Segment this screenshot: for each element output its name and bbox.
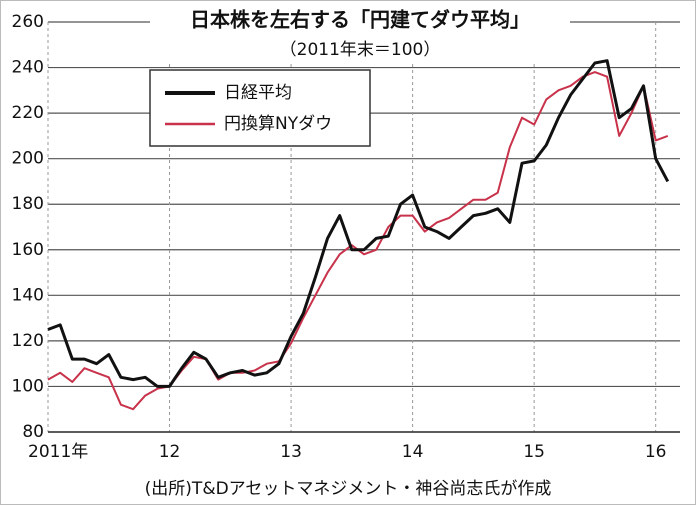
y-tick-label: 160 [12,240,44,260]
y-tick-label: 140 [12,285,44,305]
x-tick-label: 16 [645,442,667,462]
x-tick-label: 15 [523,442,545,462]
legend-label: 円換算NYダウ [224,114,332,134]
legend-box [149,69,371,147]
y-tick-label: 220 [12,103,44,123]
chart-title: 日本株を左右する「円建てダウ平均」 [190,8,530,32]
x-tick-label: 12 [159,442,181,462]
chart-subtitle: （2011年末＝100） [280,40,441,60]
legend-label: 日経平均 [224,83,292,103]
lines [47,59,670,411]
y-tick-label: 100 [12,376,44,396]
source-note: (出所)T&Dアセットマネジメント・神谷尚志氏が作成 [145,479,552,499]
series-line [47,59,670,388]
y-tick-label: 260 [12,12,44,32]
y-tick-label: 120 [12,331,44,351]
x-tick-label: 13 [280,442,302,462]
x-tick-label: 2011年 [28,442,88,462]
x-tick-label: 14 [402,442,424,462]
y-tick-label: 240 [12,58,44,78]
y-tick-label: 180 [12,194,44,214]
title-bg [150,2,570,64]
y-tick-label: 80 [22,422,44,442]
y-tick-label: 200 [12,149,44,169]
